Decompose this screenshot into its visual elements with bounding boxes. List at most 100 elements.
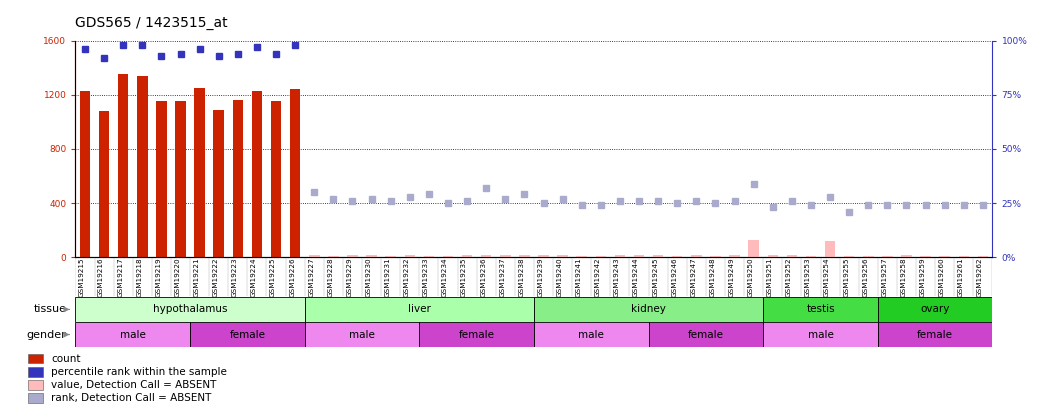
Text: liver: liver (408, 305, 431, 314)
Bar (806, 256, 816, 257)
Bar (405, 255, 415, 257)
Bar (386, 256, 396, 257)
Bar (442, 256, 453, 257)
Bar (634, 255, 645, 257)
Bar (423, 256, 434, 257)
Text: GSM19229: GSM19229 (347, 257, 352, 297)
Text: GSM19233: GSM19233 (423, 257, 429, 297)
Text: GSM19245: GSM19245 (652, 257, 658, 297)
Text: GSM19217: GSM19217 (117, 257, 124, 297)
Text: GSM19231: GSM19231 (385, 257, 391, 297)
Text: GSM19249: GSM19249 (728, 257, 735, 297)
Text: GSM19221: GSM19221 (194, 257, 199, 297)
Text: tissue: tissue (34, 305, 66, 314)
Text: GSM19228: GSM19228 (327, 257, 333, 297)
Bar (878, 322, 992, 347)
Bar (787, 255, 798, 257)
Bar (558, 255, 568, 257)
Text: percentile rank within the sample: percentile rank within the sample (51, 367, 226, 377)
Text: female: female (459, 330, 495, 339)
Text: GSM19230: GSM19230 (366, 257, 372, 297)
Text: ovary: ovary (920, 305, 949, 314)
Bar (595, 256, 606, 257)
Bar (156, 101, 167, 257)
Text: GSM19250: GSM19250 (747, 257, 754, 297)
Text: GSM19236: GSM19236 (480, 257, 486, 297)
Bar (27, 380, 43, 390)
Text: count: count (51, 354, 81, 364)
Text: GSM19252: GSM19252 (786, 257, 792, 297)
Bar (863, 256, 874, 257)
Bar (519, 255, 529, 257)
Bar (75, 322, 190, 347)
Bar (653, 256, 663, 257)
Text: testis: testis (806, 305, 835, 314)
Text: female: female (687, 330, 724, 339)
Text: GSM19257: GSM19257 (881, 257, 888, 297)
Bar (649, 322, 763, 347)
Text: GDS565 / 1423515_at: GDS565 / 1423515_at (75, 16, 228, 30)
Text: GSM19234: GSM19234 (442, 257, 447, 297)
Bar (844, 256, 854, 257)
Text: GSM19254: GSM19254 (824, 257, 830, 297)
Text: GSM19241: GSM19241 (575, 257, 582, 297)
Bar (305, 322, 419, 347)
Bar (118, 75, 129, 257)
Bar (27, 393, 43, 403)
Bar (305, 297, 533, 322)
Text: GSM19240: GSM19240 (556, 257, 563, 297)
Bar (763, 297, 878, 322)
Text: GSM19227: GSM19227 (308, 257, 314, 297)
Bar (75, 297, 305, 322)
Bar (27, 367, 43, 377)
Bar (194, 88, 205, 257)
Bar (978, 256, 988, 257)
Text: GSM19226: GSM19226 (289, 257, 296, 297)
Text: GSM19239: GSM19239 (538, 257, 544, 297)
Bar (763, 322, 878, 347)
Bar (711, 256, 721, 257)
Bar (367, 255, 377, 257)
Bar (500, 255, 510, 257)
Text: GSM19248: GSM19248 (709, 257, 716, 297)
Text: GSM19259: GSM19259 (919, 257, 925, 297)
Text: GSM19244: GSM19244 (633, 257, 639, 297)
Bar (882, 256, 893, 257)
Text: value, Detection Call = ABSENT: value, Detection Call = ABSENT (51, 380, 216, 390)
Bar (462, 256, 473, 257)
Bar (80, 91, 90, 257)
Text: GSM19219: GSM19219 (155, 257, 161, 297)
Bar (481, 255, 492, 257)
Text: male: male (808, 330, 833, 339)
Text: male: male (578, 330, 605, 339)
Bar (729, 255, 740, 257)
Text: GSM19261: GSM19261 (958, 257, 964, 297)
Bar (920, 256, 931, 257)
Text: GSM19220: GSM19220 (175, 257, 180, 297)
Bar (878, 297, 992, 322)
Bar (748, 240, 759, 257)
Bar (825, 241, 835, 257)
Text: GSM19225: GSM19225 (270, 257, 276, 297)
Text: GSM19246: GSM19246 (671, 257, 677, 297)
Text: GSM19224: GSM19224 (250, 257, 257, 297)
Bar (233, 100, 243, 257)
Bar (270, 101, 281, 257)
Bar (309, 255, 320, 257)
Text: GSM19238: GSM19238 (519, 257, 524, 297)
Text: GSM19218: GSM19218 (136, 257, 143, 297)
Text: GSM19262: GSM19262 (977, 257, 983, 297)
Text: male: male (349, 330, 375, 339)
Bar (672, 256, 682, 257)
Bar (27, 354, 43, 363)
Text: GSM19243: GSM19243 (614, 257, 620, 297)
Bar (767, 255, 778, 257)
Text: GSM19247: GSM19247 (691, 257, 696, 297)
Text: male: male (119, 330, 146, 339)
Text: GSM19237: GSM19237 (499, 257, 505, 297)
Text: GSM19255: GSM19255 (844, 257, 849, 297)
Bar (214, 110, 224, 257)
Bar (691, 255, 701, 257)
Bar (290, 89, 301, 257)
Text: gender: gender (26, 330, 66, 339)
